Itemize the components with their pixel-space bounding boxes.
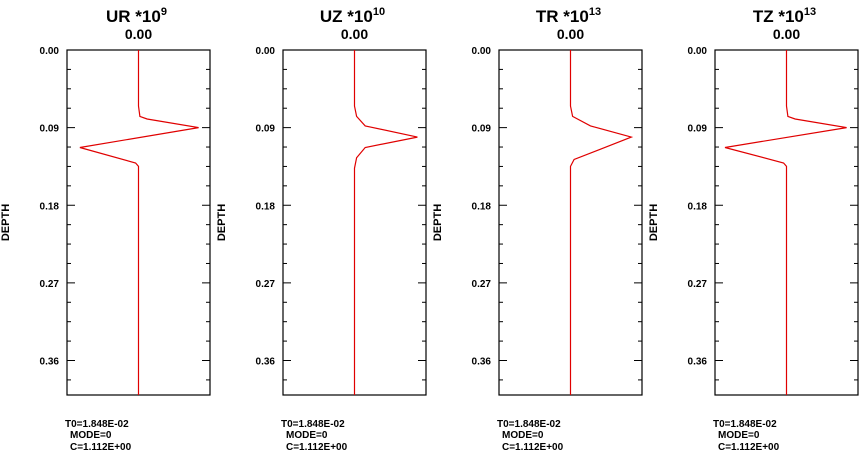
panel-subtitle: 0.00 [125, 26, 152, 42]
y-tick-label: 0.36 [472, 357, 492, 368]
footer-t0: T0=1.848E-02 [713, 419, 777, 430]
panel-2: UZ *10100.000.000.090.180.270.36DEPTHT0=… [216, 6, 427, 450]
data-line [569, 50, 634, 395]
panel-title: UZ *1010 [320, 6, 385, 26]
panel-4: TZ *10130.000.000.090.180.270.36DEPTHT0=… [648, 6, 859, 450]
footer-mode: MODE=0 [718, 430, 760, 441]
y-tick-label: 0.27 [256, 279, 276, 290]
y-tick-label: 0.09 [688, 124, 708, 135]
panel-subtitle: 0.00 [341, 26, 368, 42]
footer-c: C=1.112E+00 [286, 442, 348, 450]
y-tick-label: 0.09 [256, 124, 276, 135]
panel-title: TR *1013 [536, 6, 601, 26]
y-tick-label: 0.27 [688, 279, 708, 290]
y-tick-label: 0.18 [256, 201, 276, 212]
footer-c: C=1.112E+00 [70, 442, 132, 450]
y-tick-label: 0.09 [40, 124, 60, 135]
y-tick-label: 0.36 [40, 357, 60, 368]
footer-mode: MODE=0 [286, 430, 328, 441]
y-tick-label: 0.09 [472, 124, 492, 135]
y-tick-label: 0.00 [688, 46, 708, 57]
panel-title: TZ *1013 [753, 6, 816, 26]
y-tick-label: 0.18 [40, 201, 60, 212]
y-axis-label: DEPTH [432, 204, 444, 241]
footer-t0: T0=1.848E-02 [497, 419, 561, 430]
data-line [724, 50, 847, 395]
panel-3: TR *10130.000.000.090.180.270.36DEPTHT0=… [432, 6, 643, 450]
y-tick-label: 0.18 [688, 201, 708, 212]
y-tick-label: 0.00 [472, 46, 492, 57]
y-tick-label: 0.18 [472, 201, 492, 212]
y-tick-label: 0.27 [472, 279, 492, 290]
y-tick-label: 0.00 [40, 46, 60, 57]
footer-t0: T0=1.848E-02 [65, 419, 129, 430]
y-axis-label: DEPTH [216, 204, 228, 241]
panel-subtitle: 0.00 [557, 26, 584, 42]
y-tick-label: 0.36 [256, 357, 276, 368]
footer-mode: MODE=0 [502, 430, 544, 441]
footer-t0: T0=1.848E-02 [281, 419, 345, 430]
panel-1: UR *1090.000.000.090.180.270.36DEPTHT0=1… [0, 6, 211, 450]
data-line [79, 50, 199, 395]
y-tick-label: 0.36 [688, 357, 708, 368]
footer-mode: MODE=0 [70, 430, 112, 441]
data-line [353, 50, 418, 395]
y-axis-label: DEPTH [648, 204, 660, 241]
footer-c: C=1.112E+00 [718, 442, 780, 450]
y-tick-label: 0.27 [40, 279, 60, 290]
footer-c: C=1.112E+00 [502, 442, 564, 450]
y-tick-label: 0.00 [256, 46, 276, 57]
y-axis-label: DEPTH [0, 204, 12, 241]
panel-subtitle: 0.00 [773, 26, 800, 42]
panel-title: UR *109 [106, 6, 167, 26]
